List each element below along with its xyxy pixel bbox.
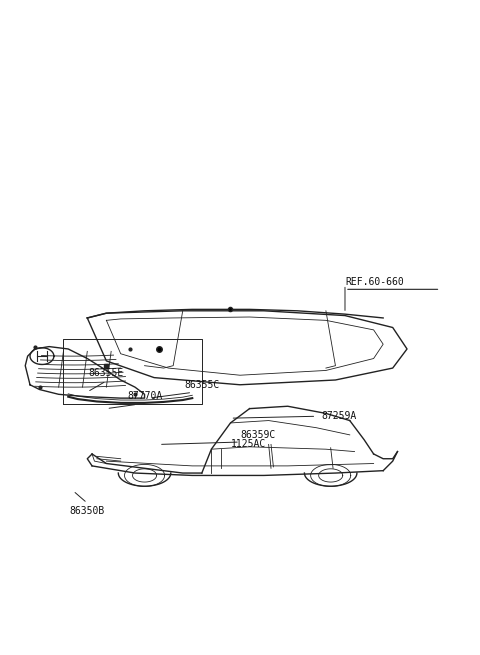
- Text: 86350B: 86350B: [70, 506, 105, 516]
- Text: REF.60-660: REF.60-660: [345, 277, 404, 287]
- Text: 86359C: 86359C: [240, 430, 275, 440]
- Text: 86355E: 86355E: [89, 367, 124, 378]
- Text: 87770A: 87770A: [127, 392, 162, 402]
- Text: 87259A: 87259A: [321, 411, 356, 421]
- Text: 86355C: 86355C: [184, 379, 219, 390]
- Text: 1125AC: 1125AC: [230, 440, 266, 449]
